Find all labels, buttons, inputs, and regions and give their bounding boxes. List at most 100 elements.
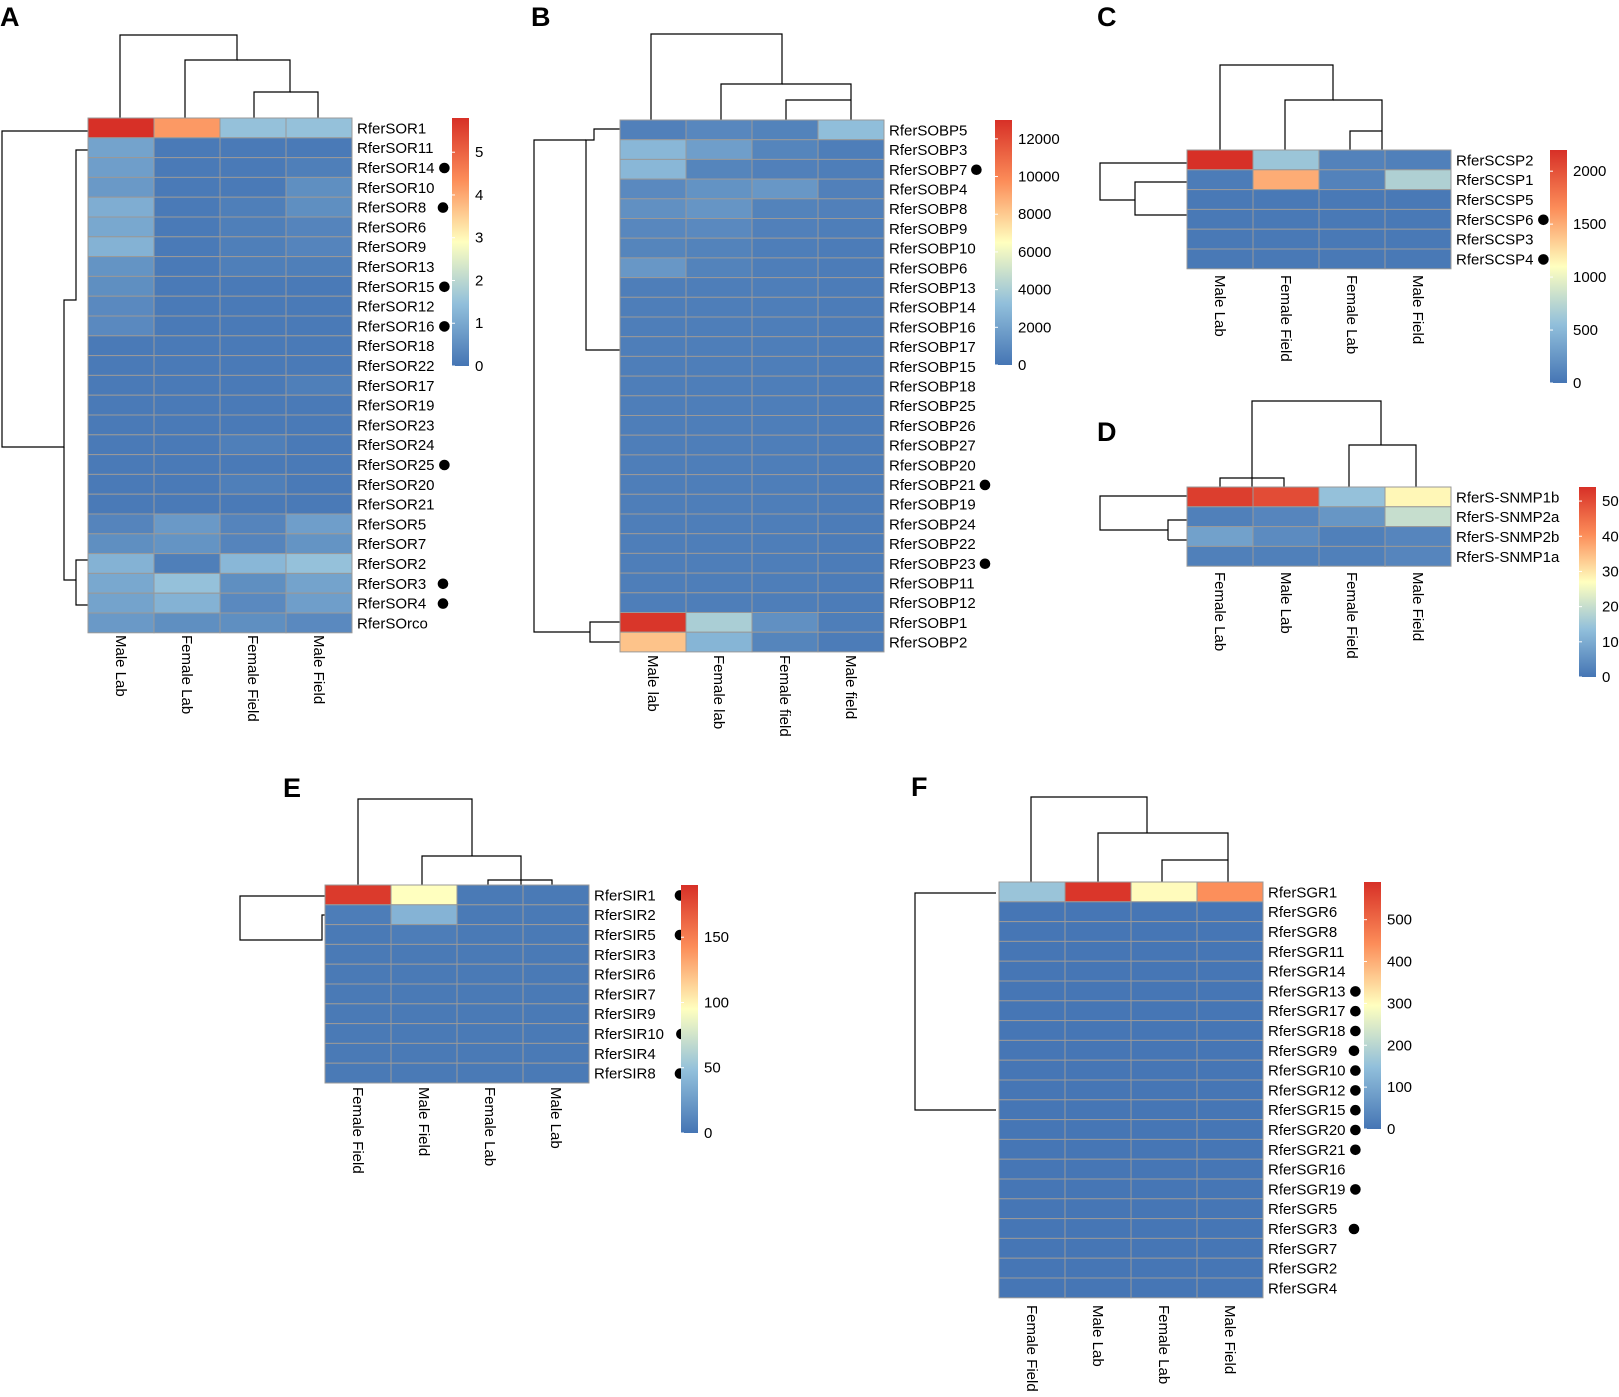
- heatmap-cell: [324, 943, 392, 965]
- heatmap-cell: [219, 454, 287, 475]
- heatmap-cell: [219, 236, 287, 258]
- heatmap-cell: [219, 513, 287, 535]
- heatmap-cell: [390, 1062, 458, 1084]
- marker-dot: [437, 202, 449, 213]
- panel-f: F RferSGR1 RferSGR6 RferSGR8 RferSGR11 RferSG…: [911, 772, 1412, 1392]
- heatmap-cell: [1318, 526, 1386, 547]
- column-label: Female Field: [1277, 275, 1294, 362]
- heatmap-cell: [751, 316, 819, 338]
- row-label: RferSOR22: [357, 358, 435, 375]
- heatmap-cell: [1318, 486, 1386, 508]
- legend-tick-label: 8000: [1018, 206, 1051, 223]
- row-label: RferSOBP15: [889, 359, 976, 376]
- heatmap-cell: [685, 592, 753, 613]
- row-label: RferSOBP10: [889, 241, 976, 258]
- heatmap-cell: [285, 533, 353, 555]
- heatmap-cell: [817, 395, 885, 416]
- heatmap-cell: [219, 473, 287, 495]
- marker-dot: [1350, 1085, 1361, 1096]
- heatmap-cell: [1384, 526, 1452, 547]
- legend-tick-label: 300: [1387, 995, 1412, 1012]
- heatmap-cell: [1130, 1257, 1198, 1279]
- heatmap-cell: [619, 336, 687, 357]
- heatmap-cell: [1130, 901, 1198, 923]
- heatmap-cell: [751, 513, 819, 535]
- heatmap-cell: [817, 612, 885, 633]
- row-label: RferSOBP19: [889, 497, 976, 514]
- heatmap-cell: [751, 375, 819, 397]
- column-label: Female Lab: [178, 635, 195, 714]
- heatmap-cell: [324, 1023, 392, 1044]
- heatmap-cell: [1186, 208, 1254, 230]
- heatmap-cell: [619, 277, 687, 298]
- marker-dot: [979, 479, 991, 491]
- heatmap-cell: [1064, 1119, 1132, 1140]
- heatmap-cell: [456, 1023, 524, 1044]
- heatmap-cell: [219, 275, 287, 297]
- heatmap-cell: [390, 924, 458, 945]
- heatmap-cell: [285, 454, 353, 475]
- heatmap-cell: [619, 513, 687, 535]
- heatmap-cell: [751, 218, 819, 239]
- heatmap-cell: [685, 552, 753, 574]
- heatmap-cell: [87, 355, 155, 376]
- heatmap-cell: [1186, 189, 1254, 210]
- heatmap-cell: [1196, 881, 1264, 903]
- heatmap-cell: [1252, 526, 1320, 547]
- heatmap-cell: [1196, 901, 1264, 923]
- heatmap-cell: [87, 216, 155, 238]
- heatmap-cell: [751, 158, 819, 180]
- heatmap-cell: [153, 117, 221, 139]
- legend-tick-label: 1500: [1573, 216, 1606, 233]
- heatmap-cell: [219, 335, 287, 357]
- heatmap-cell: [219, 137, 287, 159]
- heatmap-cell: [87, 592, 155, 614]
- marker-dot: [437, 578, 449, 590]
- heatmap-cell: [1318, 506, 1386, 528]
- heatmap-cell: [153, 533, 221, 555]
- heatmap-cell: [1384, 486, 1452, 508]
- heatmap-cell: [1196, 1039, 1264, 1061]
- heatmap-cell: [817, 552, 885, 574]
- heatmap-cell: [751, 198, 819, 220]
- legend-colorbar: [1364, 882, 1381, 1129]
- row-label: RferSOBP3: [889, 142, 967, 159]
- row-label: RferSOR13: [357, 259, 435, 276]
- heatmap-cell: [685, 631, 753, 653]
- legend-tick-label: 0: [1018, 357, 1026, 374]
- heatmap-cell: [324, 924, 392, 945]
- heatmap-cell: [1384, 149, 1452, 171]
- heatmap-cell: [219, 256, 287, 277]
- heatmap-cell: [1130, 1138, 1198, 1160]
- heatmap-cell: [1064, 1178, 1132, 1200]
- heatmap-cell: [153, 295, 221, 317]
- legend-tick-label: 30: [1602, 563, 1619, 580]
- marker-dot: [1350, 1184, 1361, 1195]
- heatmap-cell: [87, 612, 155, 634]
- heatmap-cell: [685, 158, 753, 180]
- heatmap-cell: [619, 395, 687, 416]
- row-label: RferSOR1: [357, 120, 426, 137]
- heatmap-cell: [1130, 881, 1198, 903]
- row-label: RferSOR12: [357, 299, 435, 316]
- row-label: RferSOR6: [357, 219, 426, 236]
- heatmap-cell: [1186, 506, 1254, 528]
- row-label: RferSOR15: [357, 279, 435, 296]
- heatmap-cell: [153, 454, 221, 475]
- column-label: Female Lab: [1211, 572, 1228, 651]
- heatmap-cell: [87, 493, 155, 515]
- heatmap-cell: [1252, 248, 1320, 270]
- heatmap-cell: [390, 963, 458, 985]
- column-label: Female Field: [244, 635, 261, 722]
- row-label: RferSOR25: [357, 457, 435, 474]
- heatmap-cell: [751, 119, 819, 141]
- heatmap-cell: [522, 1042, 590, 1064]
- heatmap-cell: [998, 901, 1066, 923]
- heatmap-cell: [87, 196, 155, 218]
- heatmap-cell: [817, 316, 885, 338]
- legend-colorbar: [1579, 487, 1596, 677]
- heatmap-cell: [817, 592, 885, 613]
- heatmap-cell: [685, 277, 753, 298]
- heatmap-cell: [1064, 960, 1132, 982]
- heatmap-cell: [685, 454, 753, 476]
